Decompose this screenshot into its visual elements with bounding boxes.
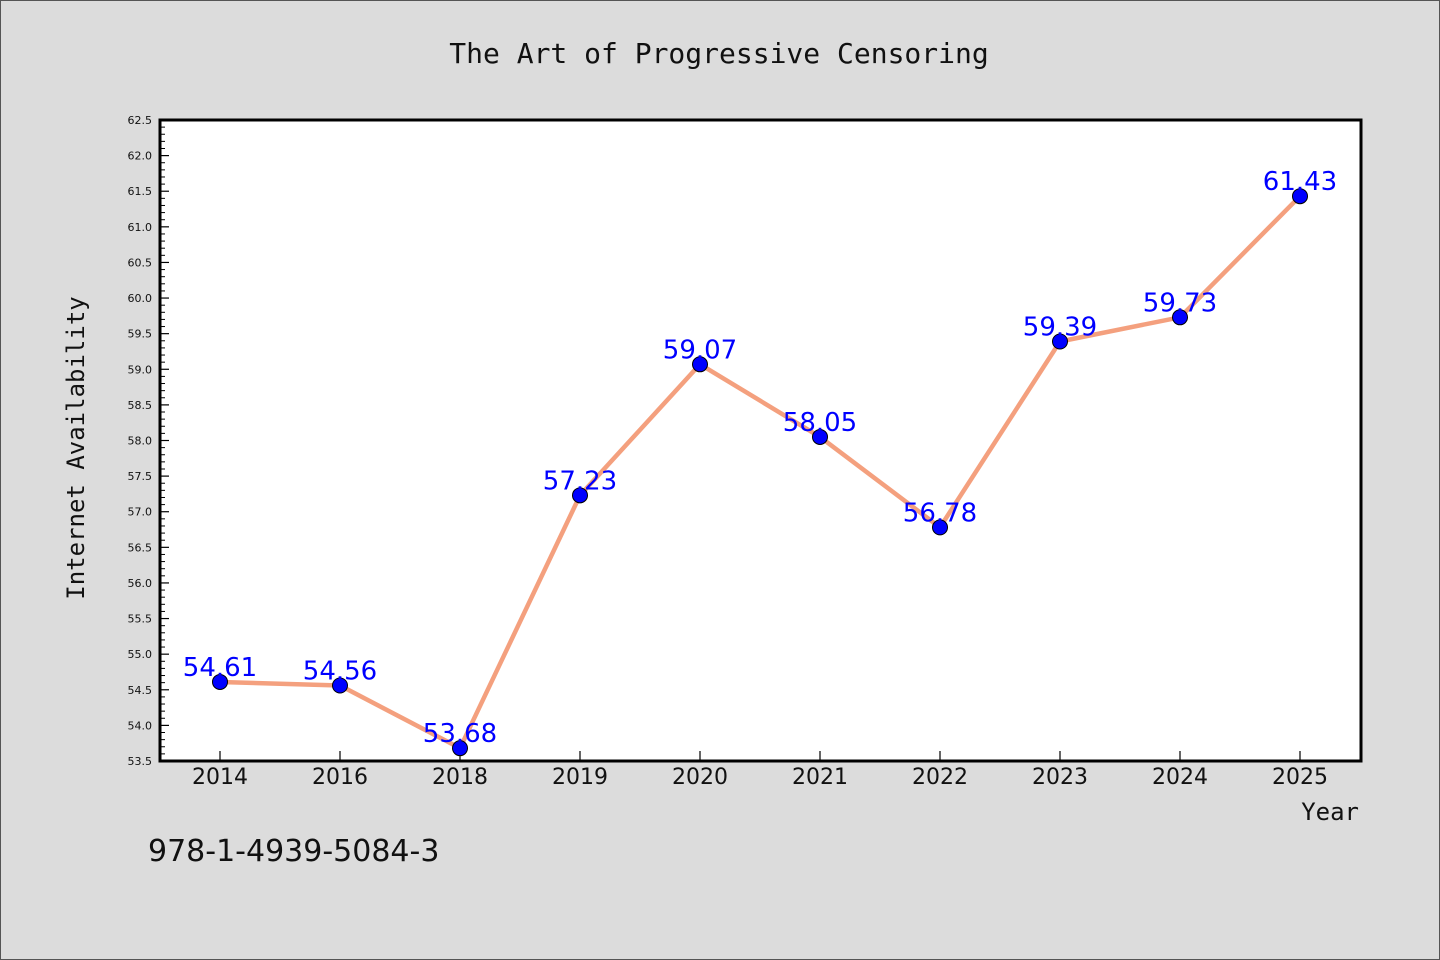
y-tick-label: 57.0 bbox=[128, 506, 153, 519]
data-label: 58.05 bbox=[783, 408, 857, 438]
data-point bbox=[812, 428, 828, 445]
series-line-group bbox=[217, 193, 1303, 751]
x-tick-label: 2019 bbox=[552, 765, 608, 790]
data-point bbox=[1292, 188, 1308, 205]
x-tick-label: 2021 bbox=[792, 765, 848, 790]
data-label: 61.43 bbox=[1263, 167, 1337, 197]
y-axis-title: Internet Availability bbox=[62, 296, 90, 599]
data-label: 54.61 bbox=[183, 653, 257, 683]
y-tick-label: 55.0 bbox=[128, 648, 153, 661]
data-label: 59.39 bbox=[1023, 313, 1097, 343]
markers-group bbox=[212, 188, 1308, 757]
y-tick-label: 56.5 bbox=[128, 541, 153, 554]
data-label: 56.78 bbox=[903, 498, 977, 528]
y-tick-label: 62.5 bbox=[128, 114, 153, 127]
data-point bbox=[332, 677, 348, 694]
y-axis-ticks: 53.5 54.0 54.5 55.0 55.5 56.0 56.5 57.0 57.5 58.0… bbox=[128, 114, 169, 768]
y-tick-label: 61.5 bbox=[128, 185, 153, 198]
y-tick-label: 61.0 bbox=[128, 221, 153, 234]
x-axis-ticks: 2014 2016 2018 2019 2020 2021 2022 2023 2024 2025 bbox=[192, 751, 1328, 790]
y-tick-label: 60.0 bbox=[128, 292, 153, 305]
data-point bbox=[212, 673, 228, 690]
data-label: 59.07 bbox=[663, 335, 737, 365]
plot-area bbox=[158, 118, 1363, 763]
y-tick-label: 55.5 bbox=[128, 613, 153, 626]
data-label: 57.23 bbox=[543, 466, 617, 496]
data-label: 54.56 bbox=[303, 657, 377, 687]
data-label: 53.68 bbox=[423, 719, 497, 749]
y-tick-label: 54.0 bbox=[128, 719, 153, 732]
x-tick-label: 2016 bbox=[312, 765, 368, 790]
y-tick-label: 56.0 bbox=[128, 577, 153, 590]
data-point bbox=[692, 356, 708, 373]
x-axis-title: Year bbox=[1301, 798, 1359, 826]
y-tick-label: 60.5 bbox=[128, 256, 153, 269]
x-tick-label: 2018 bbox=[432, 765, 488, 790]
data-point bbox=[932, 519, 948, 536]
y-tick-label: 62.0 bbox=[128, 150, 153, 163]
x-tick-label: 2023 bbox=[1032, 765, 1088, 790]
data-point bbox=[1172, 309, 1188, 326]
x-tick-label: 2020 bbox=[672, 765, 728, 790]
y-tick-label: 59.0 bbox=[128, 363, 153, 376]
y-tick-label: 58.0 bbox=[128, 435, 153, 448]
y-tick-label: 59.5 bbox=[128, 328, 153, 341]
x-tick-label: 2024 bbox=[1152, 765, 1208, 790]
y-tick-label: 54.5 bbox=[128, 684, 153, 697]
x-tick-label: 2014 bbox=[192, 765, 248, 790]
isbn-text: 978-1-4939-5084-3 bbox=[148, 834, 440, 869]
y-tick-label: 57.5 bbox=[128, 470, 153, 483]
data-point bbox=[452, 740, 468, 757]
data-label: 59.73 bbox=[1143, 288, 1217, 318]
x-tick-label: 2022 bbox=[912, 765, 968, 790]
x-tick-label: 2025 bbox=[1272, 765, 1328, 790]
series-line bbox=[217, 193, 1303, 751]
y-tick-label: 53.5 bbox=[128, 755, 153, 768]
data-labels-group: 54.61 54.56 53.68 57.23 59.07 58.05 56.78 59.39… bbox=[183, 167, 1337, 749]
data-point bbox=[572, 487, 588, 504]
y-tick-label: 58.5 bbox=[128, 399, 153, 412]
chart-title: The Art of Progressive Censoring bbox=[449, 37, 988, 70]
data-point bbox=[1052, 333, 1068, 350]
